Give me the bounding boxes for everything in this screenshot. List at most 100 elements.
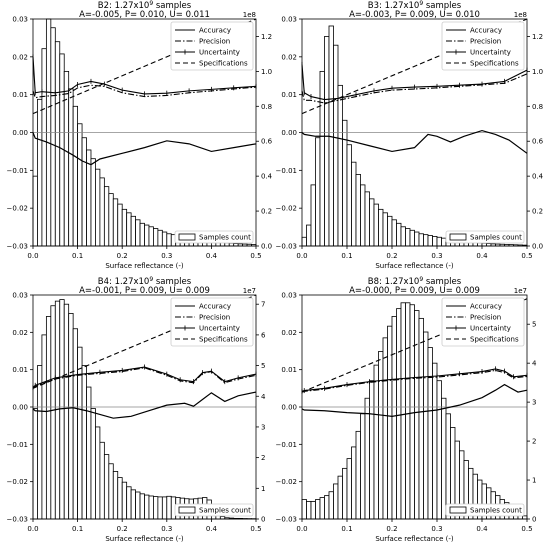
histogram-bar [108, 193, 114, 247]
histogram-bar [161, 496, 168, 520]
x-tick-label: 0.0 [296, 525, 307, 533]
legend-box [170, 297, 254, 347]
y2-tick-label: 0 [261, 516, 265, 524]
chart-title-suffix: samples [153, 1, 192, 11]
x-tick-label: 0.1 [341, 252, 352, 260]
x-axis-label: Surface reflectance (-) [105, 262, 184, 270]
histogram-bar [432, 235, 438, 247]
histogram-bar [153, 496, 159, 520]
legend-label: Uncertainty [199, 49, 240, 57]
chart-subtitle: A=-0.005, P= 0.010, U= 0.011 [79, 10, 210, 20]
histogram-bar [355, 174, 361, 247]
x-tick-label: 0.2 [386, 525, 397, 533]
histogram-bar [50, 27, 56, 247]
chart-title-exponent: 9 [419, 276, 423, 283]
y-tick-label: −0.02 [7, 205, 28, 213]
histogram-bar [117, 203, 123, 247]
histogram-bar [351, 161, 357, 247]
histogram-bar [301, 499, 307, 520]
histogram-bar [306, 224, 312, 247]
legend-box [441, 21, 525, 71]
x-axis-label: Surface reflectance (-) [375, 535, 454, 543]
y2-tick-label: 0.4 [261, 173, 273, 181]
y2-tick-label: 0.4 [532, 173, 544, 181]
y-tick-label: 0.03 [12, 292, 28, 300]
histogram-bar [373, 364, 379, 520]
y2-tick-label: 0.2 [532, 208, 543, 216]
y2-tick-label: 0.6 [261, 138, 273, 146]
legend-label: Specifications [470, 60, 519, 68]
histogram-bar [351, 446, 357, 520]
histogram-bar [99, 177, 105, 247]
histogram-bar [346, 458, 352, 520]
y-tick-label: 0.01 [12, 366, 28, 374]
hist-legend-label: Samples count [470, 507, 522, 515]
y-tick-label: −0.02 [276, 478, 297, 486]
histogram-bar [166, 495, 172, 520]
histogram-bar [427, 235, 433, 247]
histogram-bar [400, 302, 406, 520]
histogram-bar [130, 489, 136, 520]
hist-legend-swatch [178, 506, 196, 514]
x-tick-label: 0.3 [161, 525, 172, 533]
accuracy-line [32, 391, 257, 419]
accuracy-line [32, 132, 257, 166]
x-tick-label: 0.5 [250, 525, 261, 533]
y-tick-label: −0.02 [7, 478, 28, 486]
chart-title: B3: 1.27x109 samples [368, 0, 462, 11]
histogram-bar [148, 226, 154, 247]
histogram-bar [319, 70, 325, 247]
legend-label: Uncertainty [470, 49, 511, 57]
y2-multiplier: 1e7 [514, 287, 527, 295]
histogram-bar [95, 168, 101, 247]
y2-multiplier: 1e8 [514, 11, 527, 19]
chart-title-text: B8: 1.27x10 [368, 277, 420, 287]
y2-tick-label: 0.2 [261, 208, 272, 216]
histogram-bar [63, 303, 70, 520]
y-tick-label: 0.01 [12, 91, 28, 99]
histogram-bar [414, 310, 420, 520]
x-tick-label: 0.4 [476, 525, 488, 533]
histogram-bar [112, 198, 119, 247]
chart-panel: 0.0 0.1 0.2 0.3 0.4 0.5 −0.03 −0.02 −0.01 0.00 0.0… [7, 0, 273, 270]
histogram-bar [99, 441, 105, 520]
y2-tick-label: 2 [532, 438, 536, 446]
y2-tick-label: 1 [261, 485, 265, 493]
y2-tick-label: 1 [532, 477, 536, 485]
hist-legend-label: Samples count [199, 507, 251, 515]
y-tick-label: 0.00 [281, 404, 297, 412]
y-tick-label: 0.02 [281, 329, 297, 337]
precision-line [301, 369, 528, 393]
uncertainty-line [301, 64, 528, 101]
y-tick-label: 0.01 [281, 366, 297, 374]
histogram-bar [396, 308, 402, 520]
x-tick-label: 0.0 [27, 252, 38, 260]
histogram-bar [103, 454, 110, 520]
histogram-bar [166, 233, 172, 247]
histogram-bar [396, 222, 402, 247]
precision-line [32, 367, 257, 389]
histogram-bar [391, 219, 397, 247]
y-tick-label: 0.02 [12, 53, 28, 61]
y2-tick-label: 6 [261, 331, 266, 339]
histogram-bar [157, 496, 163, 520]
histogram-bar [333, 44, 339, 247]
legend-label: Uncertainty [470, 325, 511, 333]
y2-tick-label: 0.0 [261, 243, 272, 251]
x-tick-label: 0.5 [521, 525, 532, 533]
hist-legend-swatch [449, 233, 467, 241]
y-tick-label: 0.02 [281, 53, 297, 61]
histogram-bar [95, 426, 101, 520]
histogram-bar [481, 242, 487, 247]
legend-label: Precision [199, 314, 230, 322]
histogram-bar [432, 362, 438, 520]
histogram-bar [522, 515, 528, 520]
histogram-bar [126, 486, 132, 520]
histogram-bar [130, 215, 136, 247]
y2-tick-label: 0.0 [532, 243, 543, 251]
x-tick-label: 0.5 [521, 252, 532, 260]
chart-subtitle: A=-0.001, P= 0.009, U= 0.009 [79, 286, 210, 296]
histogram-bar [77, 346, 83, 520]
histogram-bar [378, 351, 384, 520]
